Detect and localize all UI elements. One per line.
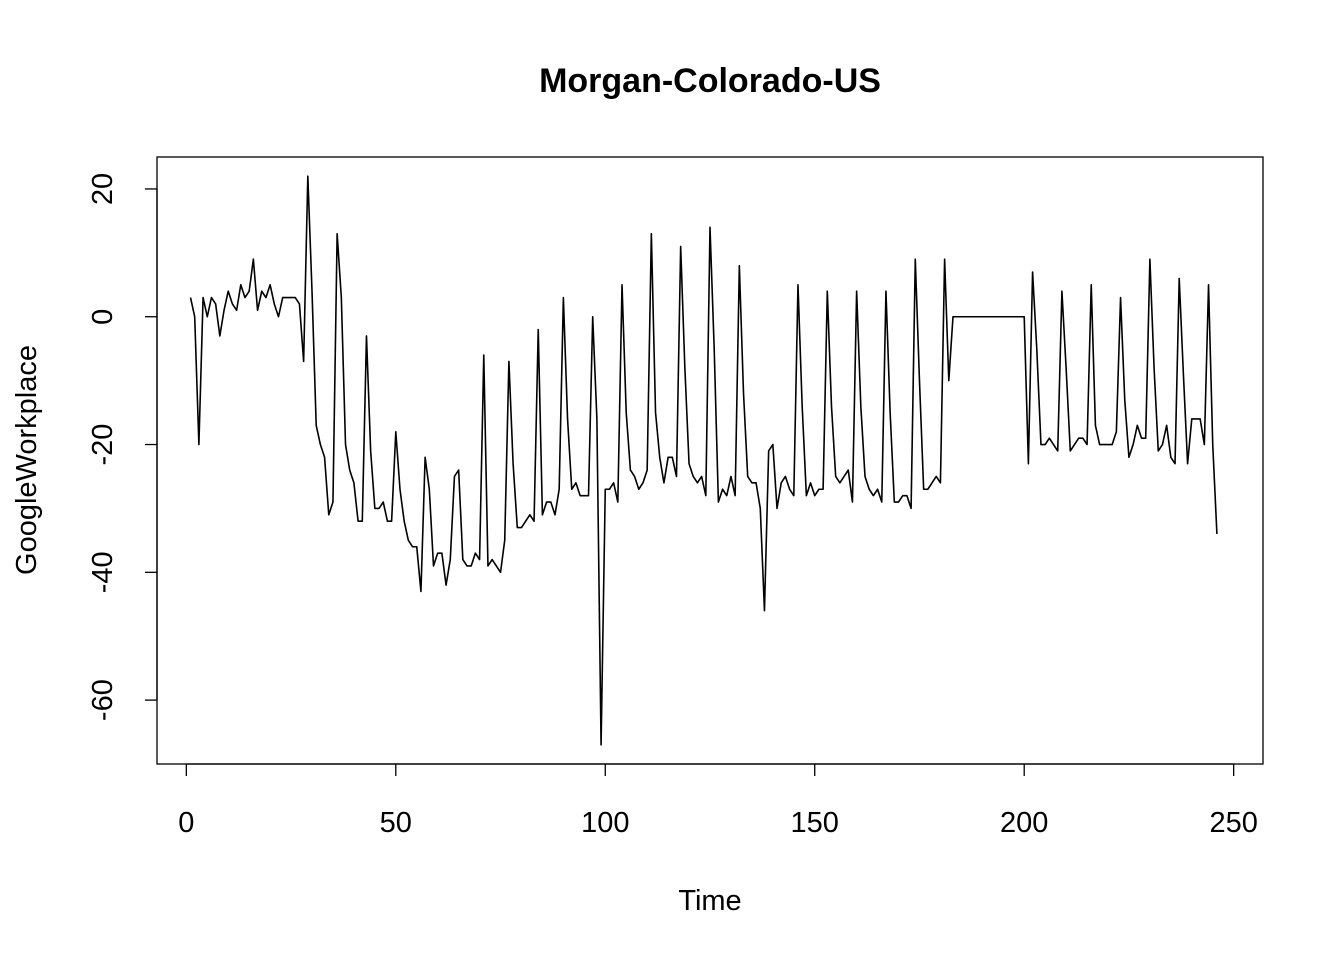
- x-tick-label: 150: [791, 807, 839, 839]
- y-axis-label: GoogleWorkplace: [11, 345, 43, 575]
- y-tick-label: -40: [87, 551, 119, 593]
- y-tick-label: -60: [87, 679, 119, 721]
- x-axis-label: Time: [678, 885, 741, 917]
- series-layer: [189, 175, 1218, 746]
- y-tick-label: 20: [87, 173, 119, 205]
- x-tick-label: 250: [1209, 807, 1257, 839]
- series-line: [189, 175, 1218, 746]
- y-axis: 20 0 -20 -40 -60: [87, 173, 158, 721]
- y-tick-label: 0: [87, 309, 119, 325]
- x-tick-label: 200: [1000, 807, 1048, 839]
- x-tick-label: 100: [581, 807, 629, 839]
- chart-title: Morgan-Colorado-US: [539, 62, 881, 100]
- x-tick-label: 50: [380, 807, 412, 839]
- x-tick-label: 0: [178, 807, 194, 839]
- x-axis: 0 50 100 150 200 250: [178, 763, 1258, 839]
- y-tick-label: -20: [87, 424, 119, 466]
